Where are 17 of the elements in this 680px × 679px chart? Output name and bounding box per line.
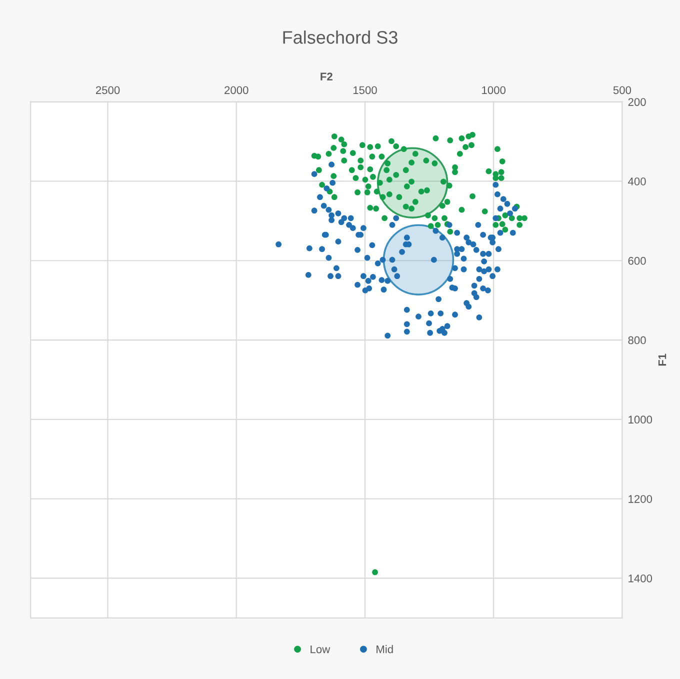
x-tick-label: 2000 [224,86,248,94]
x-tick-label: 1500 [353,86,377,94]
y-axis-title: F1 [658,354,666,366]
x-tick-label: 1000 [482,86,506,94]
y-tick-label: 1000 [628,416,652,424]
y-tick-label: 400 [628,178,646,186]
y-tick-label: 200 [628,98,646,106]
y-tick-label: 1400 [628,574,652,582]
x-tick-label: 500 [613,86,632,94]
y-tick-label: 600 [628,256,646,265]
legend-label: Mid [376,645,393,654]
chart-title: Falsechord S3 [283,30,398,44]
x-tick-label: 2500 [96,86,120,94]
legend-label: Low [310,645,330,654]
y-tick-label: 1200 [628,495,652,503]
x-axis-title: F2 [320,72,332,80]
y-tick-label: 800 [628,336,646,344]
